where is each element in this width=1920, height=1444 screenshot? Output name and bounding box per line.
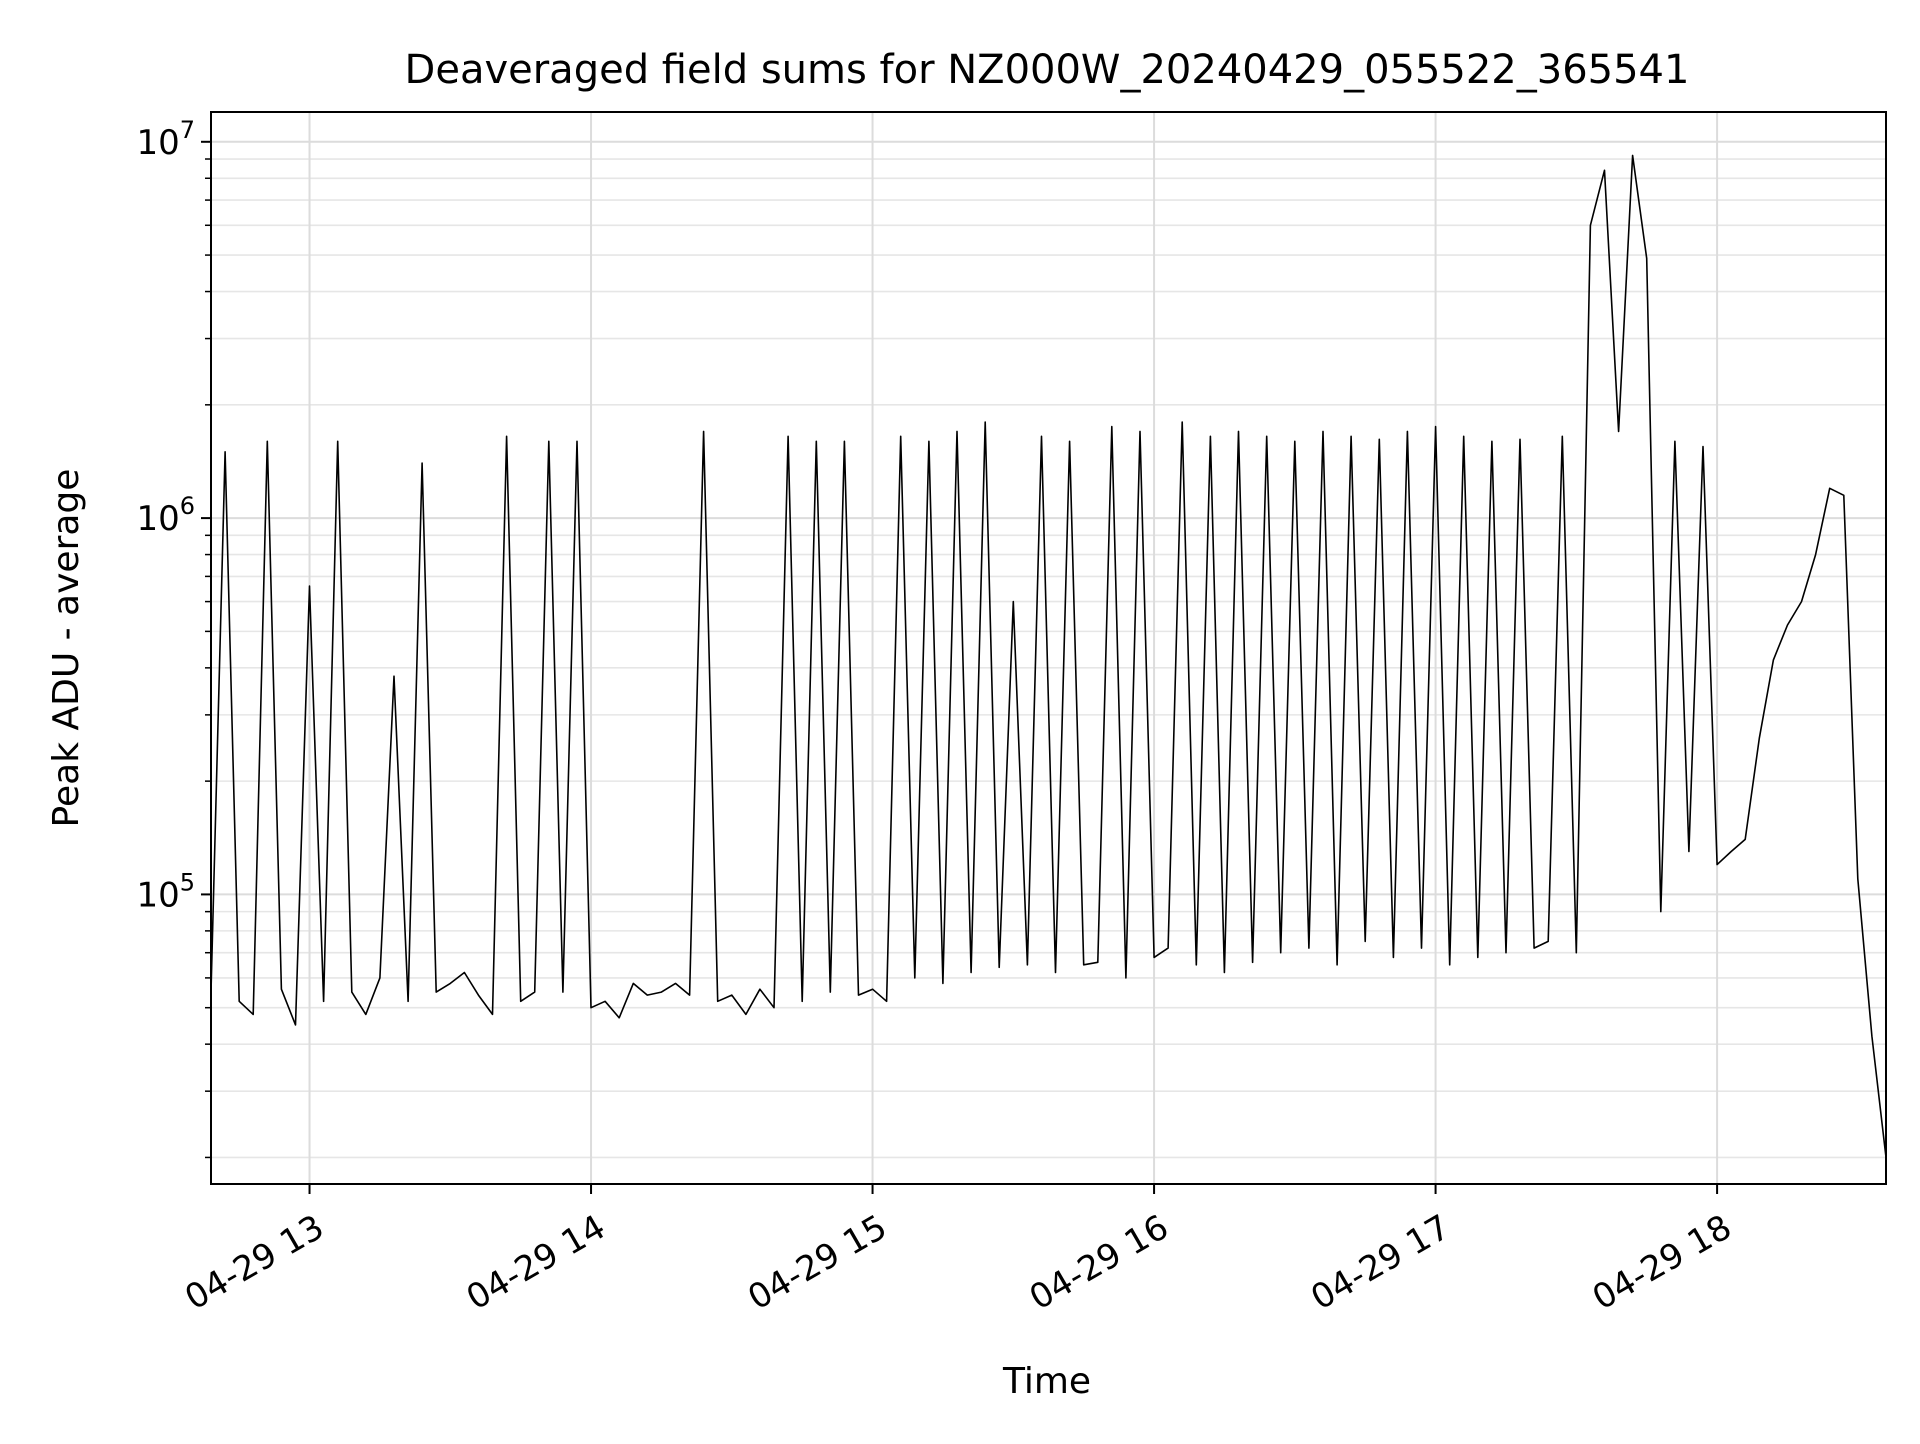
grid-lines [211, 112, 1886, 1184]
x-tick-label: 04-29 16 [1023, 1207, 1175, 1318]
x-tick-label: 04-29 14 [460, 1207, 612, 1318]
x-tick-label: 04-29 13 [178, 1207, 330, 1318]
x-tick-label: 04-29 17 [1304, 1207, 1456, 1318]
y-axis: 105 106 107 [136, 116, 211, 1159]
y-axis-label: Peak ADU - average [46, 469, 87, 828]
x-axis: 04-29 13 04-29 14 04-29 15 04-29 16 04-29 17… [178, 1184, 1738, 1318]
y-tick-label: 106 [136, 492, 195, 539]
y-tick-label: 107 [136, 116, 195, 163]
x-tick-label: 04-29 15 [741, 1207, 893, 1318]
series-layer [210, 154, 1887, 1158]
x-axis-label: Time [1002, 1361, 1091, 1402]
plot-frame [210, 111, 1887, 1185]
series-line-0 [210, 154, 1887, 1158]
x-tick-label: 04-29 18 [1586, 1207, 1738, 1318]
y-tick-label: 105 [136, 868, 195, 915]
chart-title: Deaveraged field sums for NZ000W_2024042… [405, 47, 1690, 93]
